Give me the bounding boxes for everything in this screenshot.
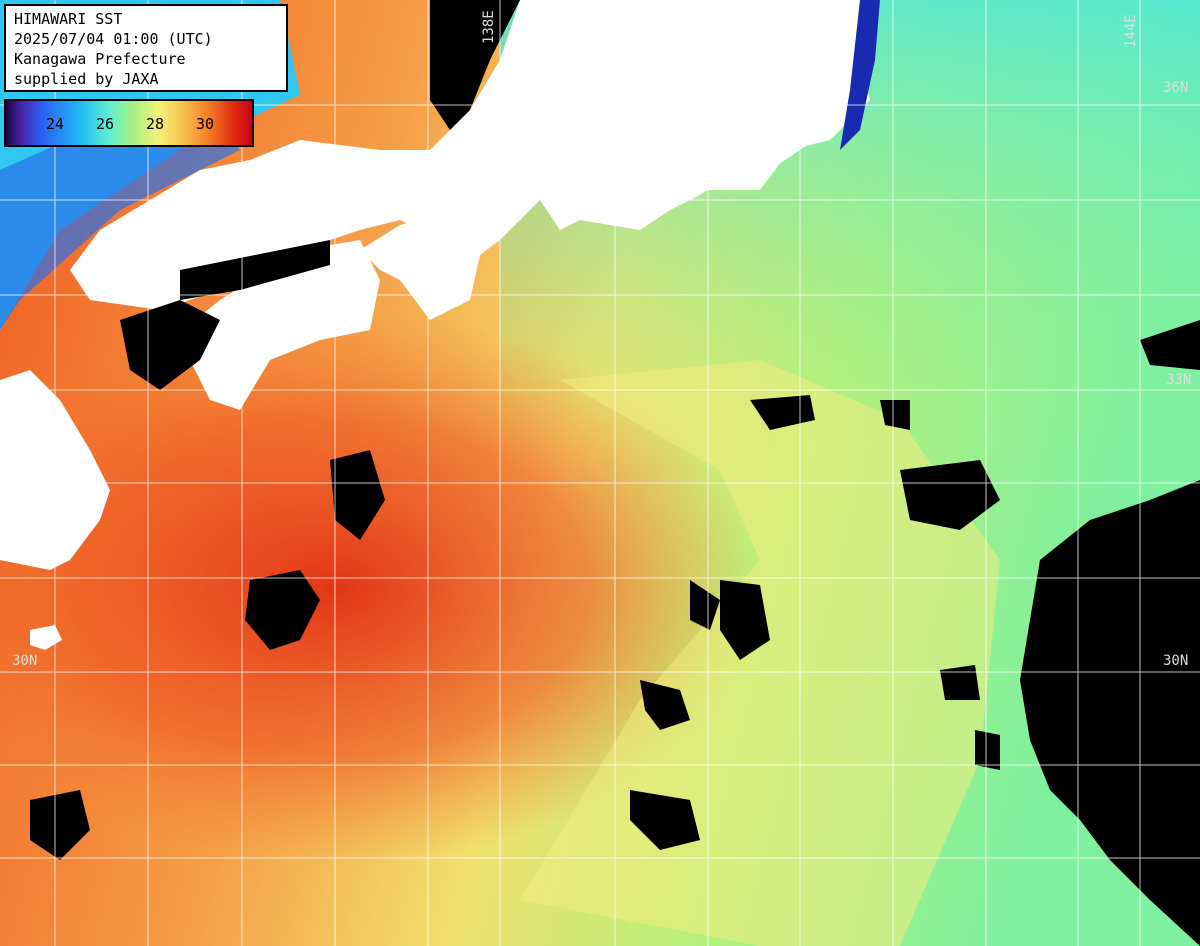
region-label: Kanagawa Prefecture (14, 50, 186, 68)
cloud-mask (880, 400, 910, 430)
land-shikoku (170, 240, 380, 410)
temperature-colorbar: 24 26 28 30 (4, 99, 254, 147)
lat-label-30n-right: 30N (1163, 653, 1189, 669)
map-title: HIMAWARI SST (14, 10, 123, 28)
lon-label-144e: 144E (1123, 14, 1139, 48)
cloud-mask (430, 0, 520, 130)
info-panel: HIMAWARI SST 2025/07/04 01:00 (UTC) Kana… (4, 4, 288, 92)
observation-datetime: 2025/07/04 01:00 (UTC) (14, 30, 213, 48)
cloud-mask (720, 580, 770, 660)
cloud-mask (120, 300, 220, 390)
data-credit: supplied by JAXA (14, 70, 159, 88)
cloud-mask (330, 450, 385, 540)
cloud-mask (690, 580, 720, 630)
land-island (30, 625, 62, 650)
colorbar-label-28: 28 (146, 115, 165, 133)
cloud-mask (630, 790, 700, 850)
cloud-mask (1020, 480, 1200, 946)
lon-label-138e: 138E (481, 10, 497, 44)
lat-label-33n: 33N (1166, 372, 1192, 388)
cold-pocket (0, 100, 240, 330)
cloud-mask (245, 570, 320, 650)
cold-coastal-water (840, 0, 880, 150)
cloud-mask (975, 730, 1000, 770)
colorbar-label-30: 30 (196, 115, 215, 133)
colorbar-label-24: 24 (46, 115, 65, 133)
cloud-mask (900, 460, 1000, 530)
lat-label-30n-left: 30N (12, 653, 38, 669)
cloud-mask (750, 395, 815, 430)
lat-label-36n: 36N (1163, 80, 1189, 96)
cloud-mask (1140, 320, 1200, 370)
cloud-mask (180, 240, 330, 300)
cloud-mask (940, 665, 980, 700)
cloud-mask (640, 680, 690, 730)
colorbar-label-26: 26 (96, 115, 115, 133)
cloud-mask (30, 790, 90, 860)
